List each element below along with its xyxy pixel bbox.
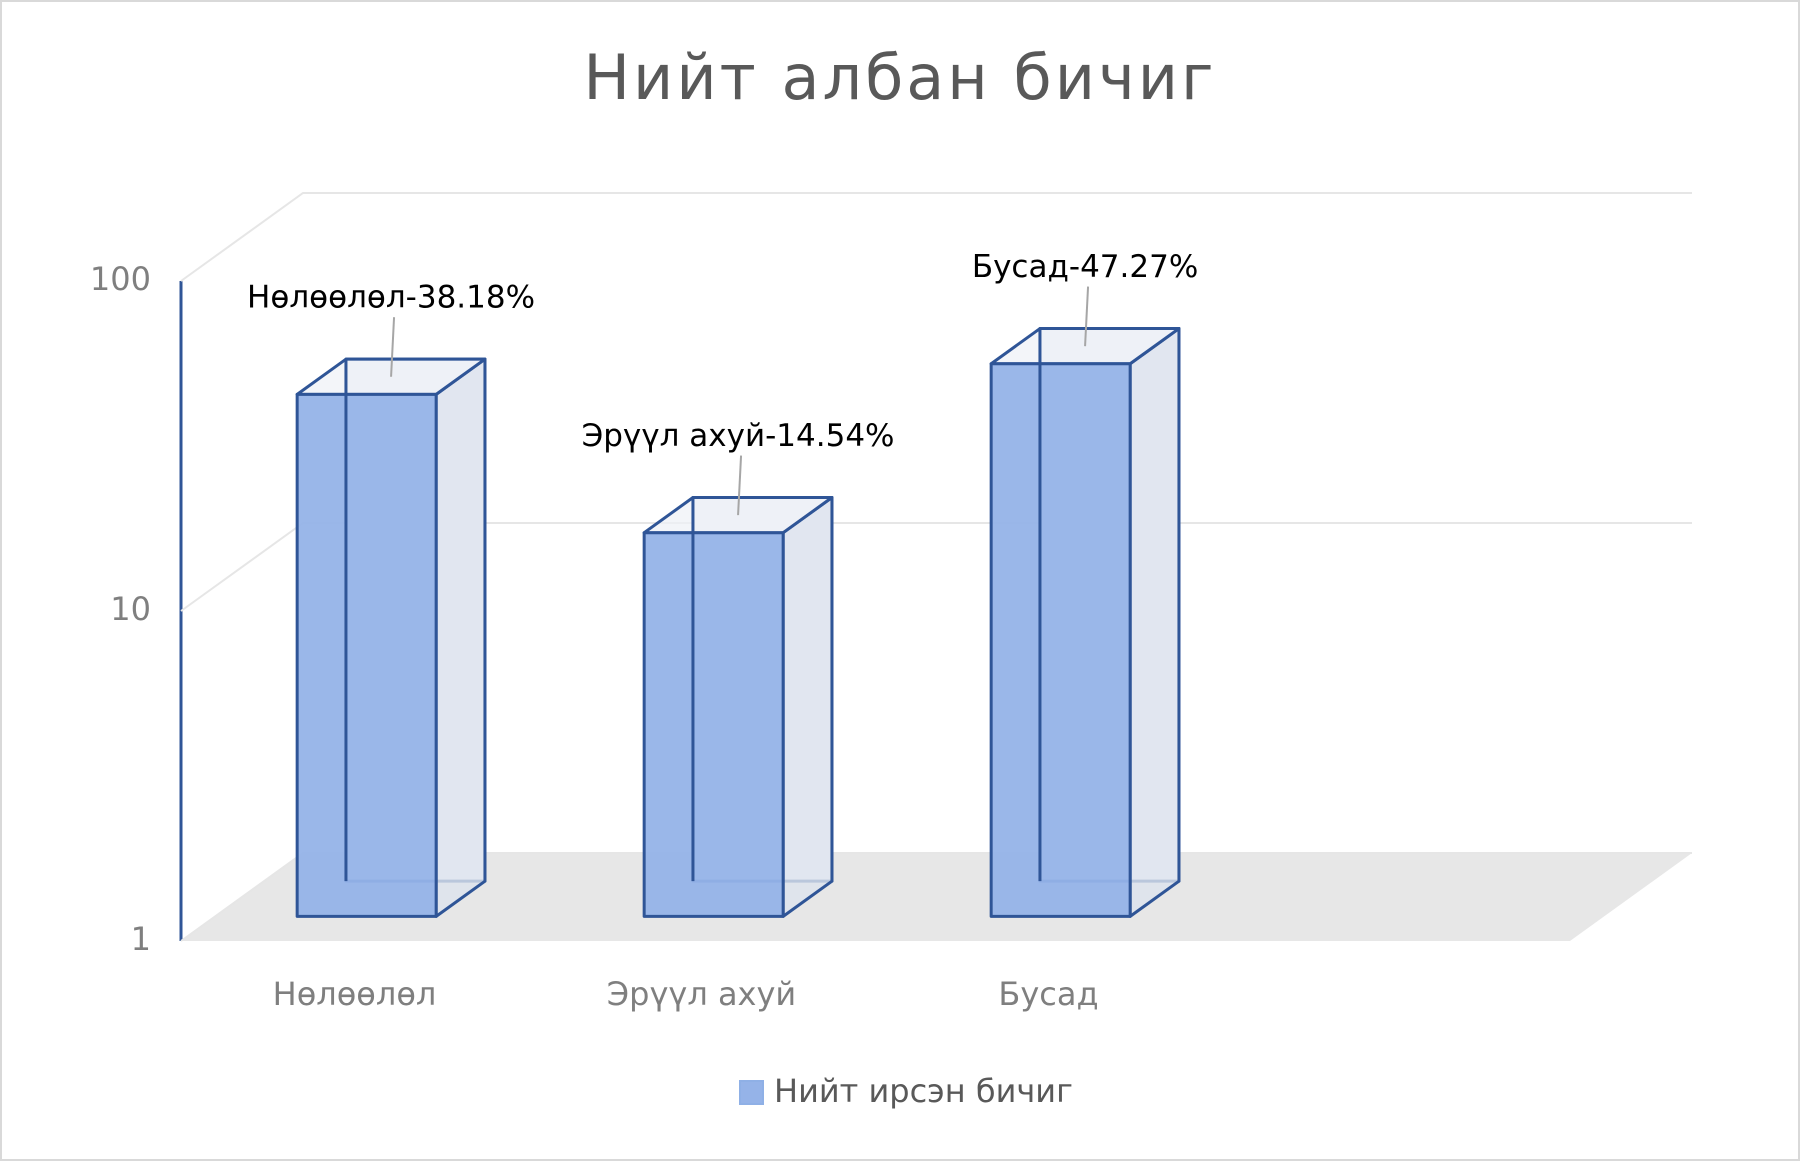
grid-line <box>180 192 1692 282</box>
bar <box>642 531 785 918</box>
data-label: Нөлөөлөл-38.18% <box>247 280 535 316</box>
chart-title: Нийт албан бичиг <box>583 41 1216 114</box>
bar-side <box>434 357 487 918</box>
bar <box>295 392 438 918</box>
legend-label: Нийт ирсэн бичиг <box>774 1072 1073 1110</box>
data-label: Эрүүл ахуй-14.54% <box>582 418 895 454</box>
y-tick-label: 1 <box>131 920 151 958</box>
label-leader <box>390 317 396 377</box>
x-tick-label: Эрүүл ахуй <box>607 975 796 1013</box>
x-tick-label: Нөлөөлөл <box>273 975 437 1013</box>
y-tick-label: 100 <box>90 260 151 298</box>
data-label: Бусад-47.27% <box>972 249 1198 285</box>
bar-side <box>781 496 834 918</box>
label-leader <box>1084 286 1090 347</box>
label-leader <box>737 455 743 516</box>
legend-swatch <box>739 1080 764 1105</box>
x-tick-label: Бусад <box>998 975 1098 1013</box>
floor <box>181 853 1692 941</box>
bar-side <box>1128 327 1181 918</box>
y-tick-label: 10 <box>110 590 151 628</box>
bar <box>989 362 1132 918</box>
